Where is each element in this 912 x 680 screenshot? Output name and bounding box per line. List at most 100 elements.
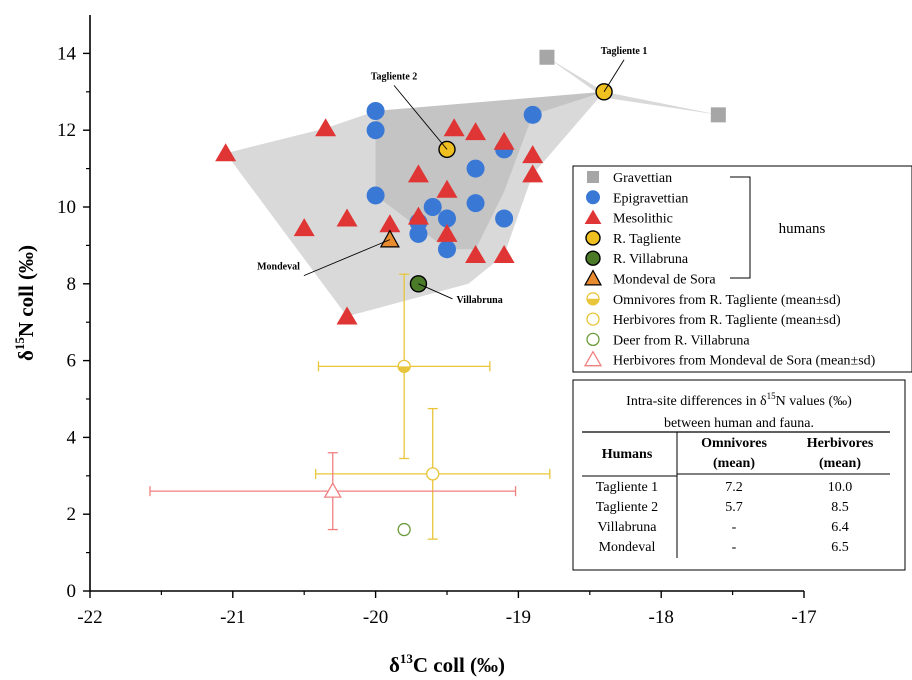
x-tick-label: -21 xyxy=(220,607,245,628)
y-tick-label: 10 xyxy=(57,197,76,218)
table-row-name: Mondeval xyxy=(599,540,656,555)
y-tick-label: 2 xyxy=(67,504,77,525)
table-row-herbivores: 6.5 xyxy=(831,540,849,555)
legend-label: Omnivores from R. Tagliente (mean±sd) xyxy=(613,293,841,308)
legend-label: Epigravettian xyxy=(613,191,688,206)
data-point xyxy=(522,164,544,183)
legend-frame xyxy=(572,165,912,373)
humans-bracket xyxy=(730,176,751,279)
annotation-leader xyxy=(303,239,391,277)
legend-marker xyxy=(586,312,600,326)
data-point xyxy=(315,118,337,137)
data-point xyxy=(336,208,358,227)
table-row-name: Tagliente 1 xyxy=(596,480,658,495)
fauna-point-fill xyxy=(398,366,411,373)
y-tick-label: 8 xyxy=(67,274,77,295)
data-point xyxy=(215,143,237,162)
data-point xyxy=(465,245,487,263)
fauna-point xyxy=(397,522,411,537)
annotation-label: Mondeval xyxy=(257,262,300,273)
data-point xyxy=(710,107,726,123)
difference-table: Intra-site differences in δ15N values (‰… xyxy=(572,379,906,571)
table-col-omnivores: Omnivores xyxy=(701,436,767,451)
y-axis-label-sup: 15 xyxy=(12,337,27,351)
annotation-label: Tagliente 2 xyxy=(371,71,418,82)
data-point xyxy=(379,229,400,248)
legend-marker xyxy=(583,269,603,286)
y-tick-label: 14 xyxy=(57,43,77,64)
data-point xyxy=(493,131,515,150)
table-row-herbivores: 10.0 xyxy=(828,480,853,495)
legend-label: Herbivores from Mondeval de Sora (mean±s… xyxy=(613,354,876,369)
legend-label: Deer from R. Villabruna xyxy=(613,333,750,348)
legend-marker xyxy=(586,190,600,205)
annotation-leader xyxy=(603,59,625,93)
data-point xyxy=(466,194,485,213)
table-row-name: Tagliente 2 xyxy=(596,500,658,515)
table-frame xyxy=(572,379,906,571)
x-axis-label-rest: C coll (‰) xyxy=(413,653,505,677)
legend-marker-fill xyxy=(587,298,599,305)
table-col-herbivores-sub: (mean) xyxy=(819,456,861,471)
y-axis-label-rest: N coll (‰) xyxy=(14,245,38,337)
x-axis-label-main: δ xyxy=(389,653,400,677)
legend-items: Gravettian Epigravettian Mesolithic R. Tagl… xyxy=(583,171,876,369)
legend-marker xyxy=(585,250,601,266)
legend-label: Herbivores from R. Tagliente (mean±sd) xyxy=(613,313,841,328)
legend-marker xyxy=(584,209,602,224)
table-row-name: Villabruna xyxy=(597,520,657,535)
table-row-omnivores: - xyxy=(732,520,737,535)
table-caption-a: Intra-site differences in δ xyxy=(626,394,767,409)
x-tick-label: -19 xyxy=(506,607,531,628)
data-point xyxy=(438,209,456,228)
data-point xyxy=(407,164,429,183)
y-tick-label: 12 xyxy=(57,120,76,141)
data-point xyxy=(336,306,358,325)
data-point xyxy=(493,245,515,263)
x-tick-label: -18 xyxy=(649,607,674,628)
data-point xyxy=(436,223,458,242)
table-col-omnivores-sub: (mean) xyxy=(713,456,755,471)
data-point xyxy=(293,218,315,237)
y-axis-label-main: δ xyxy=(14,350,38,361)
data-point xyxy=(409,224,428,243)
y-ticks: 0 2 4 6 8 10 12 14 xyxy=(57,43,90,602)
y-axis-label: δ15N coll (‰) xyxy=(12,245,38,361)
x-tick-label: -20 xyxy=(363,607,388,628)
x-tick-label: -22 xyxy=(77,607,102,628)
legend-label: R. Villabruna xyxy=(613,252,689,267)
fauna-point xyxy=(426,467,440,481)
table-caption-b: N values (‰) xyxy=(776,394,853,409)
data-point xyxy=(522,145,544,164)
x-axis-label-sup: 13 xyxy=(400,651,414,666)
y-tick-label: 6 xyxy=(67,351,77,372)
table-row-omnivores: 7.2 xyxy=(725,480,743,495)
table-caption-sup: 15 xyxy=(767,391,777,401)
table-caption: Intra-site differences in δ15N values (‰… xyxy=(626,391,852,409)
table-row-herbivores: 8.5 xyxy=(831,500,849,515)
annotation-label: Tagliente 1 xyxy=(601,46,648,57)
table-row-herbivores: 6.4 xyxy=(831,520,849,535)
fauna-point xyxy=(323,481,342,498)
table-row-omnivores: - xyxy=(732,540,737,555)
data-point xyxy=(436,179,458,198)
legend-label: Gravettian xyxy=(613,171,672,186)
legend-label: R. Tagliente xyxy=(613,232,681,247)
annotation-leader xyxy=(393,85,448,150)
legend-marker xyxy=(587,171,599,183)
legend-marker xyxy=(586,332,600,347)
data-point xyxy=(443,118,465,137)
annotation-leader xyxy=(418,283,453,300)
data-point xyxy=(465,122,487,141)
data-point xyxy=(366,102,385,120)
legend-label: Mesolithic xyxy=(613,212,673,227)
table-row-omnivores: 5.7 xyxy=(725,500,743,515)
data-point xyxy=(495,209,514,228)
data-point xyxy=(407,206,429,225)
data-point xyxy=(523,105,542,124)
x-tick-label: -17 xyxy=(791,607,816,628)
legend-marker xyxy=(583,350,603,367)
table-col-herbivores: Herbivores xyxy=(807,436,874,451)
legend: Gravettian Epigravettian Mesolithic R. Tagl… xyxy=(572,165,912,373)
